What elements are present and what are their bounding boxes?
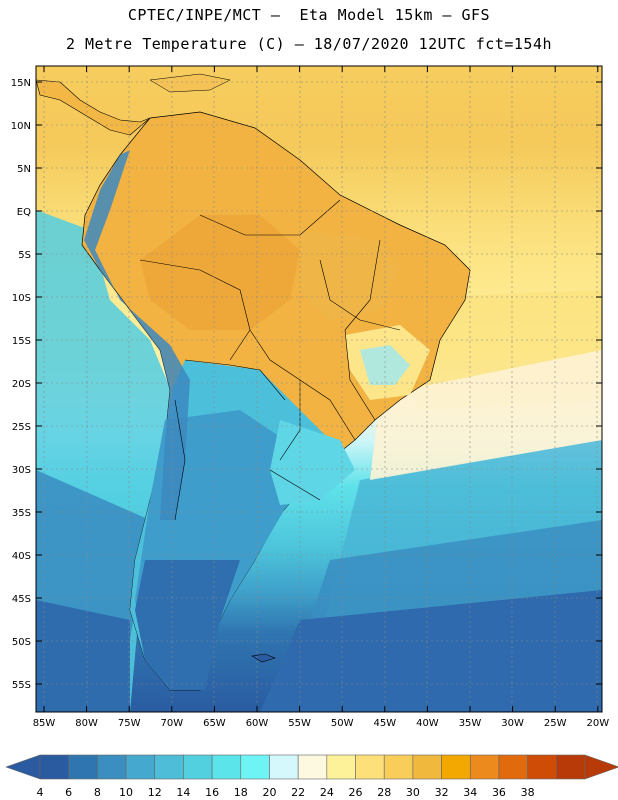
- lat-label: 15N: [11, 78, 31, 89]
- colorbar-tick-label: 16: [205, 786, 219, 799]
- lat-label: 15S: [12, 336, 31, 347]
- colorbar-tick-label: 4: [37, 786, 44, 799]
- colorbar-swatch: [383, 754, 414, 780]
- colorbar-high-arrow: [584, 754, 618, 780]
- lon-label: 75W: [118, 718, 141, 729]
- lat-label: EQ: [17, 207, 31, 218]
- colorbar-swatch: [97, 754, 127, 780]
- lon-label: 55W: [288, 718, 311, 729]
- lat-label: 25S: [12, 422, 31, 433]
- lon-label: 65W: [203, 718, 226, 729]
- colorbar-swatch: [326, 754, 356, 780]
- lon-label: 45W: [373, 718, 396, 729]
- colorbar-swatch: [498, 754, 528, 780]
- map-frame: [35, 65, 603, 713]
- lon-label: 60W: [246, 718, 269, 729]
- lon-label: 25W: [544, 718, 567, 729]
- colorbar-tick-label: 38: [521, 786, 535, 799]
- lon-label: 50W: [331, 718, 354, 729]
- lon-label: 70W: [160, 718, 183, 729]
- colorbar-tick-label: 6: [65, 786, 72, 799]
- lat-label: 10N: [11, 121, 31, 132]
- colorbar-tick-label: 26: [349, 786, 363, 799]
- colorbar-swatch: [355, 754, 385, 780]
- colorbar-swatch: [297, 754, 328, 780]
- lon-label: 80W: [75, 718, 98, 729]
- colorbar: 4 6 8 10 12 14 16 18 20 22 24 26 28 30 32 34 36 38: [5, 754, 618, 799]
- colorbar-tick-label: 14: [176, 786, 190, 799]
- colorbar-swatch: [527, 754, 557, 780]
- lat-label: 55S: [12, 680, 31, 691]
- longitude-axis: 85W 80W 75W 70W 65W 60W 55W 50W 45W 40W 35W 30W 25W 2…: [33, 66, 609, 729]
- colorbar-tick-label: 32: [435, 786, 449, 799]
- lat-label: 35S: [12, 508, 31, 519]
- colorbar-tick-label: 30: [406, 786, 420, 799]
- falkland-islands: [251, 653, 276, 663]
- lon-label: 20W: [586, 718, 609, 729]
- lat-label: 40S: [12, 551, 31, 562]
- colorbar-swatch: [412, 754, 442, 780]
- lat-label: 20S: [12, 379, 31, 390]
- lon-label: 40W: [416, 718, 439, 729]
- colorbar-swatch: [154, 754, 184, 780]
- lat-label: 30S: [12, 465, 31, 476]
- lon-label: 35W: [459, 718, 482, 729]
- lat-label: 5N: [17, 164, 31, 175]
- lat-label: 45S: [12, 594, 31, 605]
- map-title: CPTEC/INPE/MCT – Eta Model 15km – GFS: [127, 6, 491, 24]
- colorbar-tick-label: 12: [148, 786, 162, 799]
- colorbar-tick-label: 24: [320, 786, 334, 799]
- colorbar-swatch: [68, 754, 98, 780]
- colorbar-swatch: [39, 754, 69, 780]
- colorbar-tick-label: 8: [94, 786, 101, 799]
- colorbar-swatch: [469, 754, 500, 780]
- colorbar-low-arrow: [5, 754, 41, 780]
- latitude-axis: 15N 10N 5N EQ 5S 10S 15S 20S 25S 30S 35S 40S 45S 50S 5…: [11, 78, 602, 691]
- colorbar-tick-label: 22: [291, 786, 305, 799]
- colorbar-swatch: [125, 754, 156, 780]
- colorbar-swatch: [211, 754, 242, 780]
- colorbar-tick-label: 18: [234, 786, 248, 799]
- graticule: [36, 66, 602, 712]
- map-subtitle: 2 Metre Temperature (C) – 18/07/2020 12U…: [65, 35, 553, 53]
- colorbar-tick-label: 36: [492, 786, 506, 799]
- lon-label: 85W: [33, 718, 56, 729]
- lat-label: 10S: [12, 293, 31, 304]
- colorbar-swatch: [183, 754, 213, 780]
- colorbar-tick-label: 34: [463, 786, 477, 799]
- colorbar-tick-label: 10: [119, 786, 133, 799]
- lat-label: 50S: [12, 637, 31, 648]
- lon-label: 30W: [501, 718, 524, 729]
- lat-label: 5S: [18, 250, 31, 261]
- colorbar-swatch: [269, 754, 299, 780]
- central-america-landmass: [36, 73, 231, 136]
- south-america-landmass: [81, 111, 471, 691]
- colorbar-tick-label: 20: [262, 786, 276, 799]
- colorbar-tick-label: 28: [377, 786, 391, 799]
- colorbar-swatch: [441, 754, 471, 780]
- colorbar-swatch: [556, 754, 586, 780]
- colorbar-swatch: [240, 754, 270, 780]
